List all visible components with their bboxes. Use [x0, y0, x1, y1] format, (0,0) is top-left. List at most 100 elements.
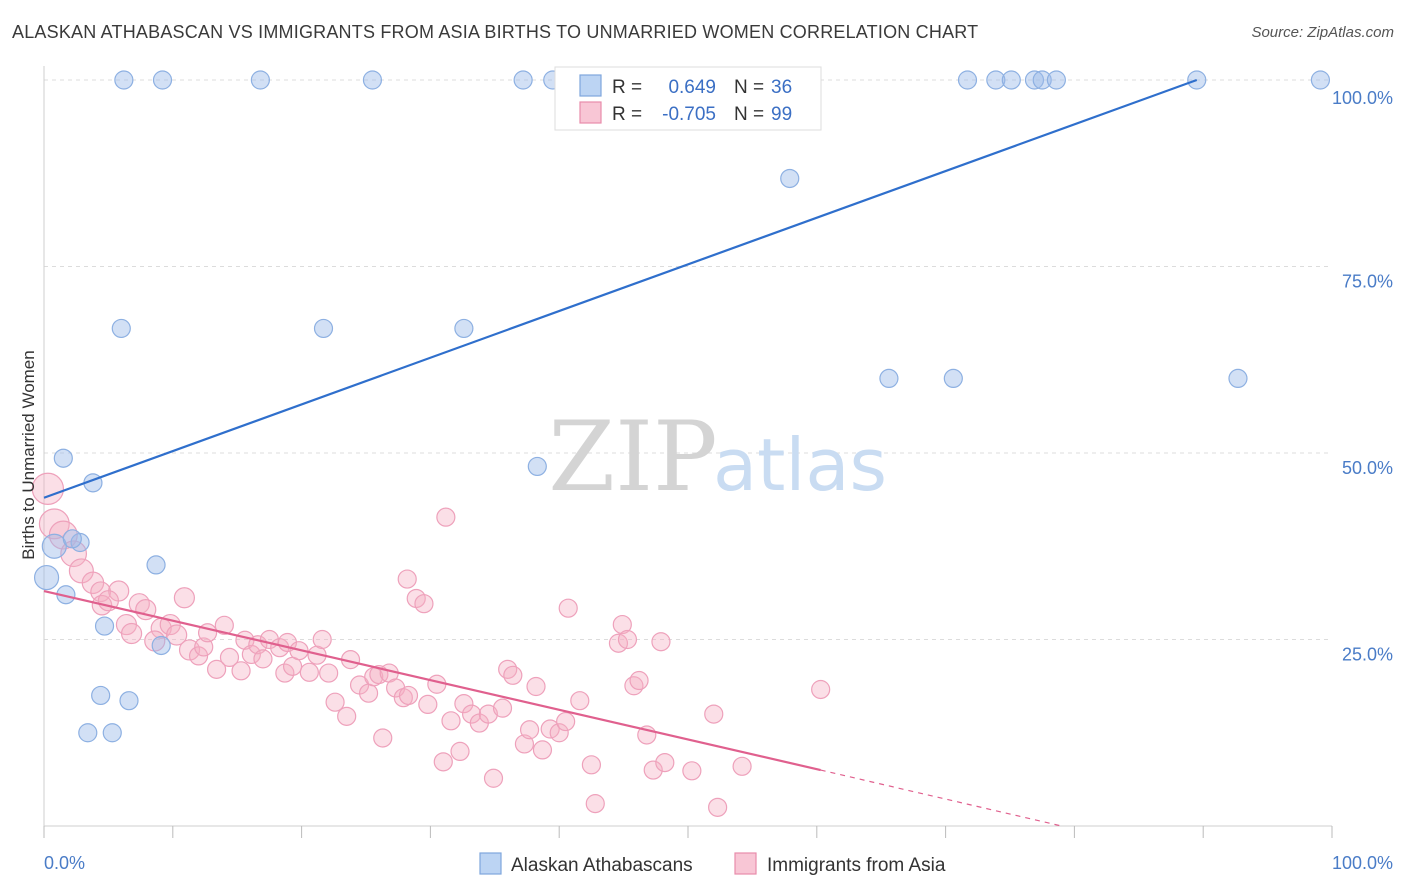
asia-point-70 [514, 734, 535, 754]
asia-point-18 [166, 624, 188, 646]
athabascan-point-2 [250, 70, 270, 90]
athabascan-point-17 [454, 318, 474, 339]
asia-point-4 [68, 558, 94, 584]
x-tick-label-100: 100.0% [1332, 853, 1393, 873]
asia-point-61 [450, 741, 470, 762]
athabascan-point-8 [1001, 70, 1021, 90]
watermark-zip: ZIP [548, 401, 717, 513]
athabascan-point-13 [1310, 70, 1331, 90]
asia-point-78 [570, 691, 590, 711]
asia-point-52 [398, 685, 419, 706]
asia-point-42 [337, 706, 357, 726]
asia-point-93 [732, 756, 752, 776]
athabascan-point-18 [879, 368, 899, 388]
axes [43, 66, 1333, 838]
stats-n-label-asia: N = [734, 104, 764, 125]
y-tick-label-75: 75.0% [1342, 272, 1393, 292]
asia-point-69 [503, 665, 523, 685]
asia-point-75 [549, 723, 569, 743]
asia-point-80 [585, 794, 605, 814]
asia-point-71 [519, 720, 540, 740]
athabascan-point-3 [362, 70, 383, 90]
stats-r-label-asia: R = [612, 104, 642, 125]
asia-point-25 [219, 647, 240, 668]
asia-point-56 [418, 694, 438, 715]
grid [44, 79, 1332, 640]
stats-legend: R = 0.649 N = 36 R = -0.705 N = 99 [554, 66, 822, 131]
asia-point-73 [532, 740, 553, 760]
asia-point-58 [433, 752, 453, 772]
watermark-atlas: atlas [713, 423, 887, 507]
asia-point-11 [173, 587, 195, 609]
athabascan-point-33 [119, 691, 139, 711]
y-axis-label: Births to Unmarried Women [19, 350, 38, 559]
asia-point-20 [188, 646, 209, 666]
athabascan-point-11 [1046, 70, 1066, 90]
y-tick-label-25: 25.0% [1342, 645, 1393, 665]
source-label: Source: ZipAtlas.com [1251, 24, 1394, 41]
asia-point-60 [441, 711, 461, 731]
athabascan-point-19 [943, 368, 963, 388]
asia-point-62 [454, 694, 474, 714]
asia-point-89 [655, 752, 675, 773]
stats-n-value-asia: 99 [771, 104, 792, 125]
athabascan-point-16 [313, 318, 334, 339]
asia-point-26 [231, 661, 251, 681]
asia-point-30 [253, 649, 273, 669]
asia-point-82 [612, 614, 632, 635]
asia-point-79 [581, 755, 602, 775]
y-tick-label-50: 50.0% [1342, 458, 1393, 478]
trend-lines [43, 78, 1198, 827]
athabascan-trend-line [43, 78, 1198, 499]
series-legend: Alaskan Athabascans Immigrants from Asia [479, 852, 946, 876]
asia-point-66 [483, 768, 504, 788]
stats-n-label-athabascan: N = [734, 77, 764, 98]
athabascan-point-15 [111, 318, 131, 339]
asia-point-0 [31, 472, 65, 505]
asia-point-28 [241, 644, 261, 665]
asia-point-59 [436, 507, 456, 527]
chart-title: ALASKAN ATHABASCAN VS IMMIGRANTS FROM AS… [12, 22, 979, 42]
athabascan-point-10 [1032, 70, 1052, 90]
asia-point-57 [427, 674, 447, 694]
athabascan-point-21 [53, 448, 73, 468]
athabascan-point-28 [146, 555, 166, 575]
asia-point-45 [358, 683, 379, 703]
asia-point-23 [214, 615, 234, 635]
asia-point-92 [708, 797, 728, 817]
asia-point-40 [319, 663, 339, 683]
asia-point-48 [373, 728, 393, 748]
asia-point-37 [299, 662, 319, 682]
asia-point-24 [206, 659, 227, 679]
athabascan-point-31 [151, 635, 171, 656]
asia-point-14 [120, 622, 143, 645]
athabascan-point-26 [62, 529, 82, 549]
asia-point-83 [617, 629, 638, 650]
athabascan-point-24 [41, 533, 67, 559]
asia-point-21 [194, 637, 214, 657]
asia-point-41 [325, 692, 345, 712]
asia-point-94 [811, 679, 831, 700]
athabascan-point-0 [114, 70, 134, 90]
stats-swatch-athabascan [579, 74, 602, 97]
stats-r-value-athabascan: 0.649 [668, 77, 716, 98]
legend-swatch-asia [734, 852, 757, 875]
athabascan-point-7 [986, 70, 1006, 90]
athabascan-point-32 [91, 685, 111, 706]
asia-point-39 [312, 629, 332, 650]
athabascan-point-14 [780, 168, 800, 189]
legend-label-athabascan: Alaskan Athabascans [511, 855, 693, 876]
asia-point-68 [498, 659, 518, 679]
asia-point-34 [275, 663, 295, 683]
asia-point-3 [60, 540, 88, 568]
legend-swatch-athabascan [479, 852, 502, 875]
x-tick-label-0: 0.0% [44, 853, 85, 873]
stats-n-value-athabascan: 36 [771, 77, 792, 98]
asia-point-88 [651, 632, 671, 652]
athabascan-point-20 [1228, 368, 1248, 388]
athabascan-point-22 [527, 456, 547, 477]
athabascan-point-6 [957, 70, 978, 90]
asia-point-85 [629, 670, 649, 691]
asia-point-65 [478, 704, 498, 724]
